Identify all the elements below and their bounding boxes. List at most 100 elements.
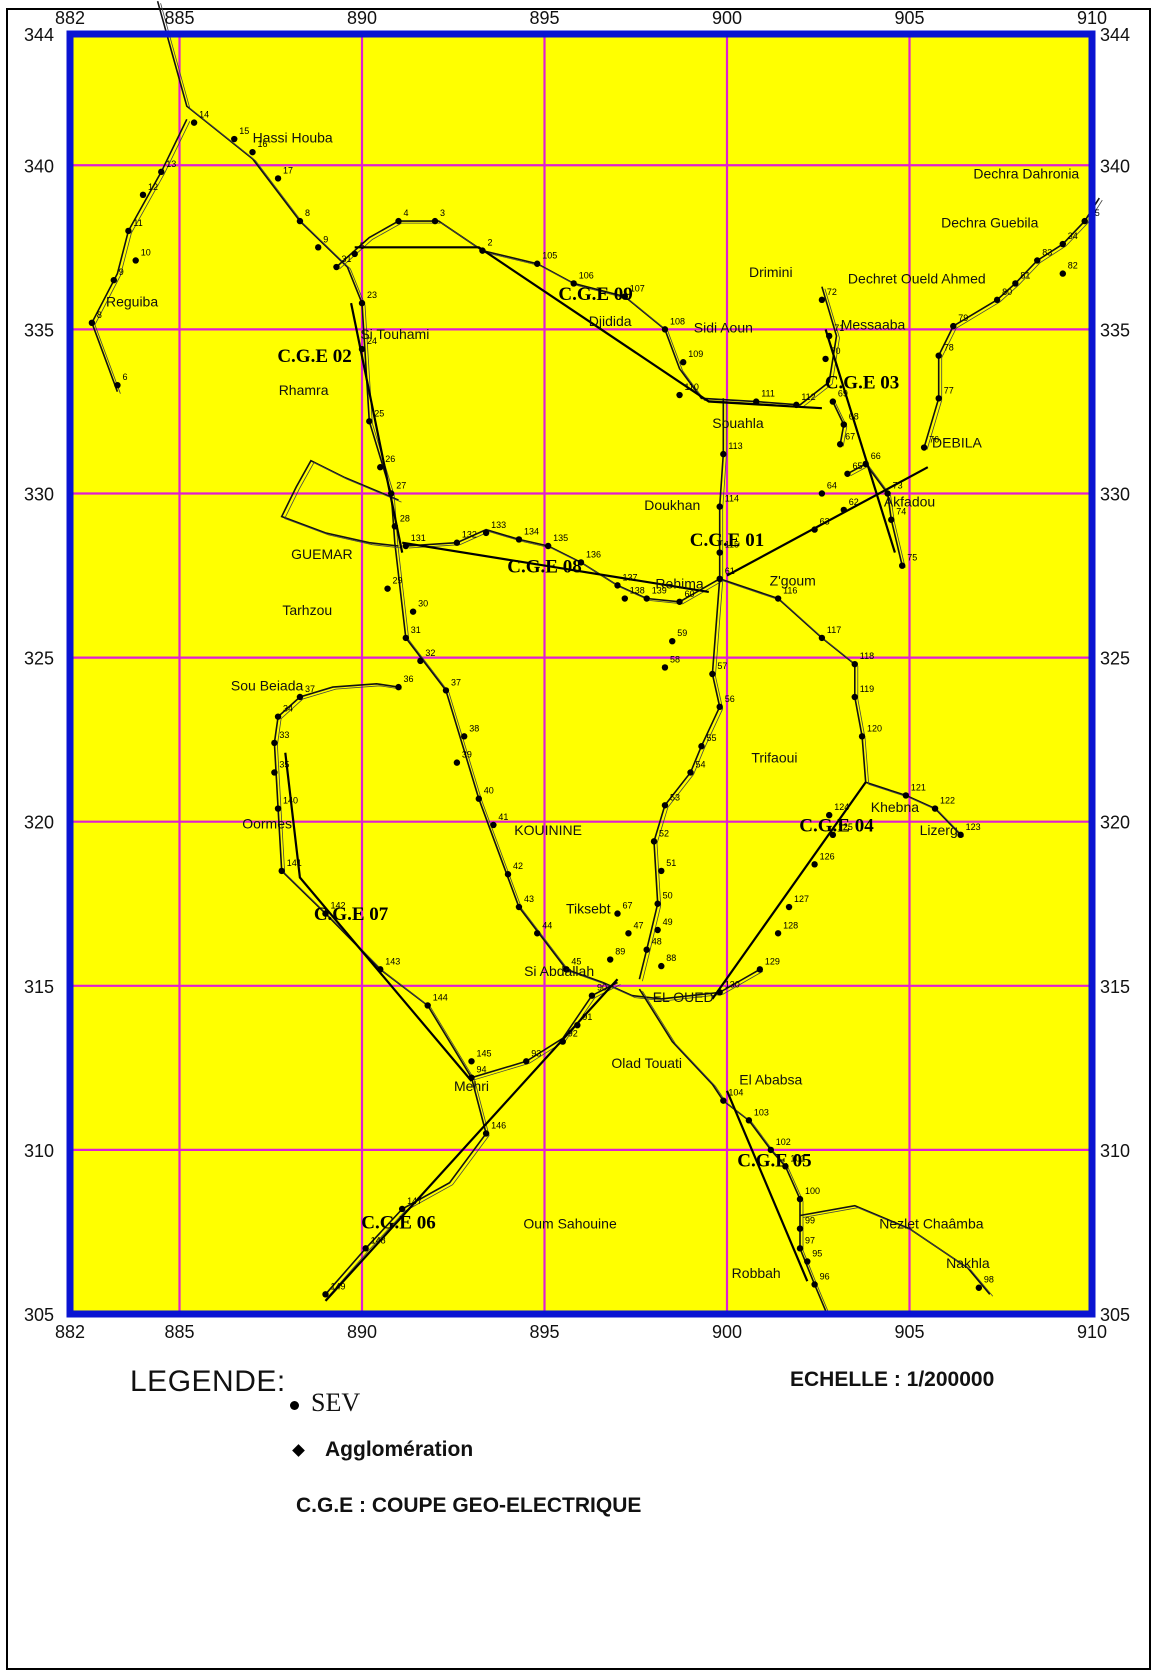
sev-number: 138: [630, 586, 645, 596]
sev-number: 9: [119, 267, 124, 277]
sev-point: [829, 398, 837, 405]
sev-number: 13: [166, 159, 176, 169]
sev-number: 69: [838, 389, 848, 399]
sev-point: [577, 559, 585, 566]
sev-point: [716, 575, 723, 583]
place-label: Tarhzou: [282, 602, 332, 618]
sev-point: [515, 903, 523, 911]
sev-number: 90: [597, 983, 607, 993]
y-tick-right: 310: [1100, 1141, 1130, 1161]
sev-number: 139: [652, 586, 667, 596]
sev-number: 102: [776, 1137, 791, 1147]
sev-point: [661, 664, 669, 671]
sev-number: 76: [929, 435, 939, 445]
sev-point: [395, 217, 402, 225]
sev-point: [796, 1225, 804, 1232]
sev-point: [654, 926, 661, 934]
sev-point: [676, 391, 683, 399]
sev-number: 6: [122, 372, 127, 382]
legend-sev-label: SEV: [311, 1388, 361, 1417]
sev-number: 143: [385, 956, 400, 966]
sev-point: [468, 1058, 475, 1065]
sev-point: [515, 536, 523, 543]
sev-number: 91: [582, 1012, 592, 1022]
sev-point: [296, 693, 304, 701]
place-label: Si Abdallah: [524, 963, 594, 979]
sev-point: [785, 903, 793, 911]
sev-point: [402, 634, 409, 642]
road: [926, 199, 1103, 450]
sev-number: 59: [677, 628, 687, 638]
sev-number: 26: [385, 454, 395, 464]
sev-point: [811, 861, 818, 868]
x-tick-top: 885: [164, 8, 194, 28]
diamond-icon: [292, 1444, 305, 1457]
road: [799, 1204, 991, 1295]
sev-number: 58: [670, 654, 680, 664]
sev-point: [818, 296, 826, 304]
sev-point: [826, 332, 833, 340]
sev-point: [358, 299, 366, 307]
road: [324, 1077, 487, 1295]
sev-number: 106: [579, 270, 594, 280]
legend-title: LEGENDE:: [130, 1365, 286, 1398]
sev-number: 133: [491, 520, 506, 530]
place-label: Khebna: [871, 799, 919, 815]
sev-number: 93: [531, 1048, 541, 1058]
sev-point: [398, 1205, 406, 1213]
place-label: Messaaba: [841, 316, 906, 332]
sev-point: [417, 657, 424, 665]
sev-number: 149: [331, 1281, 346, 1291]
y-tick-right: 344: [1100, 25, 1130, 45]
sev-point: [625, 930, 632, 937]
sev-point: [829, 831, 837, 839]
y-tick-right: 330: [1100, 484, 1130, 504]
sev-point: [661, 326, 669, 333]
sev-number: 50: [663, 891, 673, 901]
sev-number: 77: [944, 385, 954, 395]
road: [284, 462, 402, 549]
profile-line: [726, 466, 929, 577]
y-tick-right: 305: [1100, 1305, 1130, 1325]
sev-point: [274, 175, 282, 182]
sev-point: [643, 595, 650, 602]
sev-number: 62: [849, 497, 859, 507]
sev-number: 27: [396, 480, 406, 490]
sev-point: [621, 595, 628, 602]
sev-point: [720, 1097, 727, 1104]
sev-number: 48: [652, 937, 662, 947]
sev-number: 72: [827, 287, 837, 297]
sev-point: [362, 1245, 369, 1252]
sev-point: [888, 516, 895, 523]
y-tick-left: 315: [24, 977, 54, 997]
sev-point: [621, 293, 628, 300]
profile-line: [824, 329, 896, 553]
sev-point: [753, 398, 760, 405]
profile-line: [284, 752, 473, 1082]
sev-point: [931, 805, 939, 812]
place-label: Djidida: [589, 313, 632, 329]
sev-point: [409, 608, 417, 615]
profile-line: [324, 978, 619, 1302]
sev-number: 45: [571, 956, 581, 966]
y-tick-right: 335: [1100, 320, 1130, 340]
page-border: [6, 8, 1151, 1670]
sev-number: 35: [279, 759, 289, 769]
place-label: Si Touhami: [360, 326, 429, 342]
road: [280, 459, 399, 547]
sev-point: [315, 244, 322, 251]
place-label: KOUININE: [514, 822, 582, 838]
sev-point: [796, 1195, 804, 1203]
sev-number: 97: [805, 1235, 815, 1245]
sev-number: 126: [820, 851, 835, 861]
sev-number: 99: [805, 1216, 815, 1226]
sev-number: 66: [871, 451, 881, 461]
sev-point: [1059, 240, 1067, 248]
profile-label: C.G.E 08: [507, 556, 581, 577]
sev-point: [804, 1258, 811, 1265]
sev-number: 119: [860, 684, 874, 694]
sev-point: [482, 529, 490, 537]
profile-label: C.G.E 05: [737, 1150, 811, 1171]
sev-point: [475, 795, 482, 802]
